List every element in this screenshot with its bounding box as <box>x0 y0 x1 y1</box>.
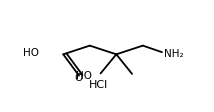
Text: NH₂: NH₂ <box>163 49 183 58</box>
Text: HO: HO <box>23 48 39 58</box>
Text: HCl: HCl <box>88 79 108 89</box>
Text: O: O <box>75 73 83 82</box>
Text: HO: HO <box>76 70 92 80</box>
